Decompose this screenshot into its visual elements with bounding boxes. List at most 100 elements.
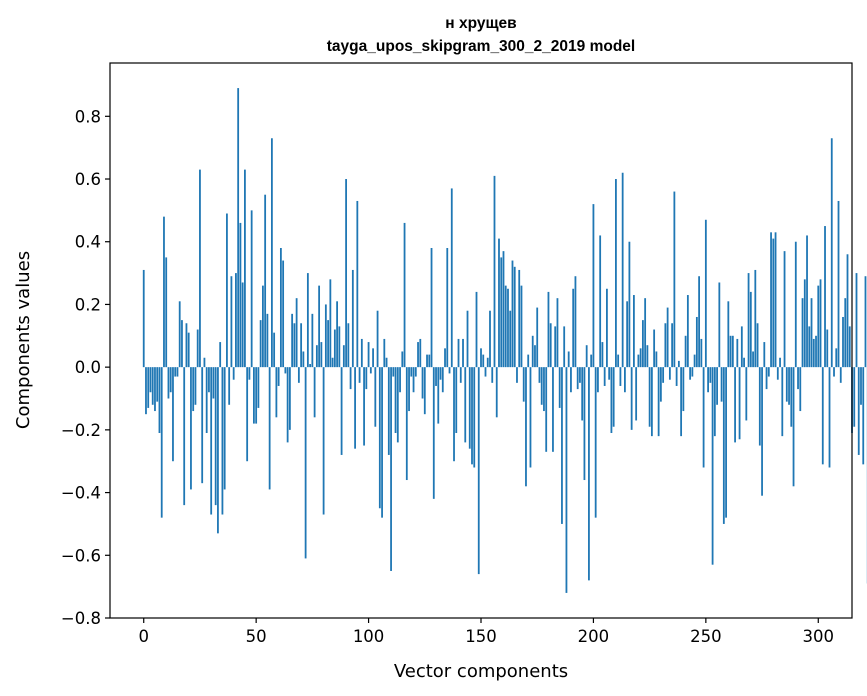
y-axis-ticks: −0.8 −0.6 −0.4 −0.2 0.0 0.2 0.4 0.6 0.8: [61, 107, 110, 628]
bar-275: [761, 367, 763, 496]
bar-54: [264, 194, 267, 368]
bar-41: [235, 273, 237, 368]
bar-20: [187, 332, 190, 368]
bar-276: [763, 342, 766, 368]
bar-176: [538, 367, 541, 383]
bar-169: [522, 367, 525, 402]
bar-104: [376, 310, 379, 368]
bar-25: [199, 169, 201, 368]
bar-321: [864, 276, 867, 368]
bar-131: [437, 367, 440, 424]
bar-237: [675, 367, 678, 386]
bar-135: [446, 248, 449, 368]
bar-155: [491, 367, 494, 383]
bar-183: [554, 326, 557, 368]
bar-132: [439, 367, 442, 380]
bar-312: [844, 298, 847, 368]
bar-223: [644, 298, 647, 368]
bar-39: [230, 276, 233, 368]
bar-184: [556, 298, 559, 368]
bar-77: [315, 345, 318, 368]
bar-280: [772, 238, 775, 368]
bar-21: [190, 367, 192, 490]
bar-166: [516, 367, 518, 383]
bar-207: [608, 367, 611, 380]
bar-5: [154, 367, 156, 412]
bar-38: [228, 367, 231, 405]
bar-216: [628, 241, 631, 368]
bar-220: [637, 354, 640, 368]
bar-189: [567, 351, 570, 368]
bar-211: [617, 354, 620, 368]
bar-240: [682, 367, 685, 412]
bar-233: [666, 307, 669, 368]
bar-192: [574, 276, 577, 368]
bar-171: [527, 354, 530, 368]
chart-title-line1: н хрущев: [445, 15, 516, 32]
bar-263: [734, 367, 736, 443]
bar-65: [288, 367, 291, 430]
bar-249: [702, 367, 705, 468]
bar-96: [358, 367, 361, 383]
bar-238: [677, 360, 680, 368]
bar-137: [450, 188, 453, 368]
bar-15: [176, 367, 179, 377]
bar-294: [803, 279, 806, 368]
bar-126: [426, 354, 428, 368]
bar-177: [540, 367, 543, 405]
bar-112: [394, 367, 397, 433]
bar-181: [549, 323, 552, 368]
bar-60: [277, 367, 280, 386]
bar-57: [270, 138, 273, 368]
bar-66: [291, 313, 294, 368]
bar-217: [630, 367, 633, 430]
bar-45: [244, 169, 246, 368]
bar-305: [828, 367, 831, 468]
bar-93: [351, 269, 354, 368]
bar-37: [226, 213, 228, 368]
bar-100: [367, 342, 370, 368]
bar-227: [653, 329, 656, 368]
bar-168: [520, 285, 523, 368]
bar-50: [255, 367, 258, 424]
bar-69: [297, 367, 300, 383]
bar-311: [842, 316, 844, 368]
bar-283: [779, 357, 781, 368]
bar-116: [403, 222, 406, 368]
bar-140: [457, 338, 460, 368]
bar-103: [374, 367, 377, 427]
bar-142: [462, 338, 464, 368]
bar-55: [266, 313, 269, 368]
plot-frame: [109, 62, 853, 619]
bar-73: [306, 273, 309, 368]
bar-34: [219, 342, 222, 368]
bar-148: [475, 291, 478, 368]
bar-206: [606, 288, 608, 368]
bar-23: [194, 367, 197, 405]
bar-49: [253, 367, 255, 424]
bar-314: [848, 326, 851, 368]
bar-193: [576, 367, 579, 390]
y-tick-label: −0.8: [61, 609, 101, 628]
bar-187: [563, 326, 566, 368]
bar-157: [495, 367, 498, 418]
bar-316: [853, 367, 856, 427]
bar-252: [709, 367, 712, 383]
bar-256: [718, 282, 721, 368]
bar-53: [261, 285, 264, 368]
bar-239: [680, 367, 683, 437]
x-tick-label: 250: [690, 627, 722, 646]
y-tick-label: −0.2: [61, 421, 101, 440]
bar-51: [257, 367, 260, 408]
bar-121: [414, 367, 417, 377]
bar-172: [529, 367, 532, 468]
bar-287: [788, 367, 790, 405]
bar-29: [208, 367, 210, 393]
bar-261: [729, 335, 732, 368]
bar-286: [785, 367, 788, 402]
bars-group: [142, 88, 867, 593]
bar-63: [284, 367, 287, 374]
bar-59: [275, 367, 278, 418]
bar-299: [815, 335, 817, 368]
bar-278: [767, 367, 770, 377]
